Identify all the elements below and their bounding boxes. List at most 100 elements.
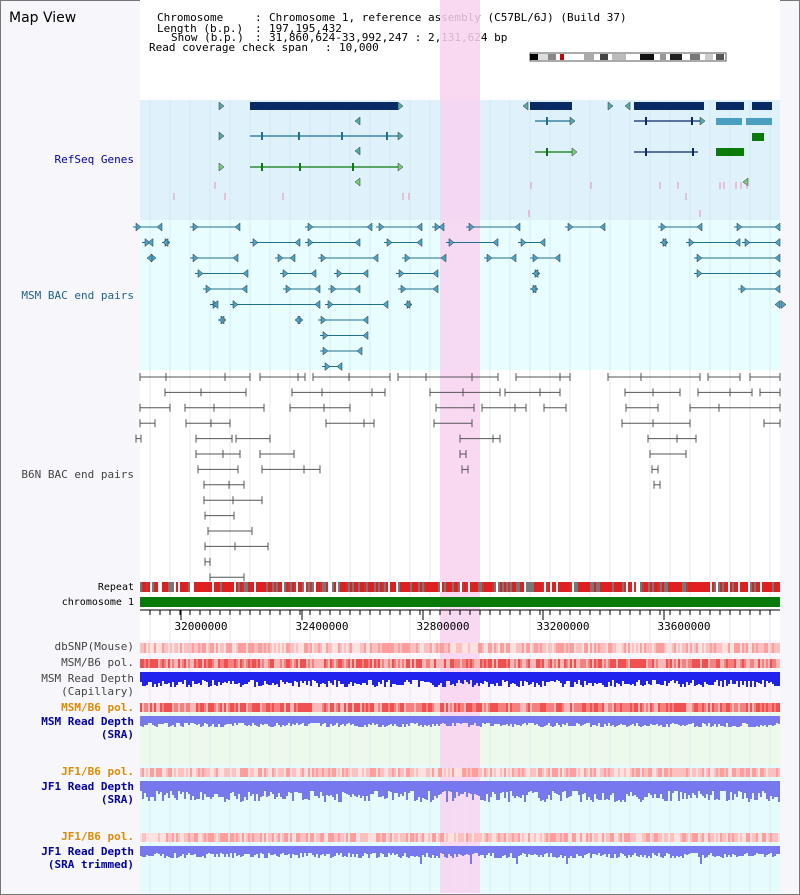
repeat-segment — [496, 582, 498, 592]
jf1-b6-pol-heat — [216, 768, 218, 777]
track-label-msm-bac: MSM BAC end pairs — [21, 289, 134, 302]
dbsnp-heat — [174, 643, 176, 653]
dbsnp-heat — [428, 643, 430, 653]
jf1-b6-pol-heat — [238, 768, 240, 777]
jf1-b6-pol-2-heat — [244, 833, 246, 842]
repeat-segment — [486, 582, 488, 592]
jf1-b6-pol-heat — [476, 768, 478, 777]
dbsnp-heat — [676, 643, 678, 653]
track-label-jf1-b6-pol-2: JF1/B6 pol. — [61, 830, 134, 843]
msm-b6-pol-heat — [552, 659, 554, 668]
msm-read-depth-sra-bar — [142, 716, 144, 727]
msm-b6-pol-sra-heat — [446, 703, 448, 712]
msm-b6-pol-sra-heat — [216, 703, 218, 712]
repeat-segment — [676, 582, 678, 592]
repeat-segment — [524, 582, 526, 592]
dbsnp-heat — [734, 643, 736, 653]
jf1-b6-pol-2-heat — [586, 833, 588, 842]
jf1-b6-pol-heat — [692, 768, 694, 777]
dbsnp-heat — [240, 643, 242, 653]
jf1-b6-pol-heat — [328, 768, 330, 777]
msm-b6-pol-heat — [666, 659, 668, 668]
jf1-read-depth-trimmed-bar — [698, 846, 700, 857]
msm-b6-pol-sra-heat — [576, 703, 578, 712]
bac-end-marker — [156, 222, 163, 232]
msm-read-depth-sra-bar — [222, 716, 224, 727]
msm-read-depth-sra-bar — [728, 716, 730, 727]
repeat-segment — [498, 582, 500, 592]
bac-end-marker — [532, 253, 539, 263]
jf1-read-depth-trimmed-bar — [492, 846, 494, 853]
msm-read-depth-sra-bar — [776, 716, 778, 723]
jf1-read-depth-sra-bar — [478, 781, 480, 796]
msm-read-depth-sra-bar — [640, 716, 642, 727]
jf1-b6-pol-heat — [682, 768, 684, 777]
msm-read-depth-capillary-bar — [348, 672, 350, 684]
msm-read-depth-capillary-bar — [400, 672, 402, 685]
jf1-read-depth-sra-bar — [250, 781, 252, 796]
msm-b6-pol-sra-heat — [310, 703, 312, 712]
msm-b6-pol-heat — [350, 659, 352, 668]
msm-b6-pol-heat — [432, 659, 434, 668]
jf1-b6-pol-2-heat — [486, 833, 488, 842]
jf1-b6-pol-2-heat — [712, 833, 714, 842]
jf1-b6-pol-heat — [300, 768, 302, 777]
msm-b6-pol-sra-heat — [158, 703, 160, 712]
jf1-read-depth-trimmed-bar — [174, 846, 176, 853]
msm-read-depth-sra-bar — [750, 716, 752, 727]
msm-read-depth-capillary-bar — [170, 672, 172, 687]
msm-b6-pol-sra-heat — [724, 703, 726, 712]
jf1-read-depth-trimmed-bar — [408, 846, 410, 858]
ideogram-band — [690, 54, 700, 60]
msm-read-depth-sra-bar — [330, 716, 332, 724]
repeat-segment — [398, 582, 400, 592]
msm-b6-pol-heat — [496, 659, 498, 668]
jf1-read-depth-trimmed-bar — [350, 846, 352, 857]
repeat-segment — [562, 582, 564, 592]
msm-b6-pol-sra-heat — [340, 703, 342, 712]
repeat-segment — [280, 582, 282, 592]
jf1-b6-pol-2-heat — [484, 833, 486, 842]
repeat-segment — [508, 582, 510, 592]
msm-read-depth-capillary-bar — [158, 672, 160, 683]
msm-read-depth-sra-bar — [410, 716, 412, 723]
msm-b6-pol-sra-heat — [372, 703, 374, 712]
jf1-b6-pol-heat — [510, 768, 512, 777]
jf1-read-depth-trimmed-bar — [716, 846, 718, 856]
dbsnp-heat — [294, 643, 296, 653]
jf1-b6-pol-2-heat — [332, 833, 334, 842]
repeat-segment — [196, 582, 198, 592]
msm-b6-pol-sra-heat — [532, 703, 534, 712]
repeat-segment — [362, 582, 364, 592]
msm-b6-pol-sra-heat — [190, 703, 192, 712]
repeat-segment — [406, 582, 408, 592]
msm-b6-pol-heat — [528, 659, 530, 668]
jf1-read-depth-trimmed-bar — [482, 846, 484, 855]
chromosome-key: Chromosome — [157, 11, 224, 24]
jf1-read-depth-sra-bar — [320, 781, 322, 792]
jf1-read-depth-trimmed-bar — [402, 846, 404, 856]
msm-read-depth-capillary-bar — [688, 672, 690, 685]
dbsnp-heat — [336, 643, 338, 653]
repeat-segment — [700, 582, 702, 592]
msm-read-depth-sra-bar — [586, 716, 588, 723]
msm-read-depth-capillary-bar — [278, 672, 280, 687]
dbsnp-heat — [306, 643, 308, 653]
dbsnp-heat — [186, 643, 188, 653]
msm-b6-pol-sra-heat — [392, 703, 394, 712]
repeat-segment — [180, 582, 182, 592]
msm-b6-pol-sra-heat — [572, 703, 574, 712]
repeat-segment — [226, 582, 228, 592]
msm-read-depth-capillary-bar — [312, 672, 314, 680]
dbsnp-heat — [720, 643, 722, 653]
dbsnp-heat — [426, 643, 428, 653]
msm-read-depth-capillary-bar — [492, 672, 494, 684]
gene-strand-arrow — [699, 116, 706, 126]
jf1-read-depth-trimmed-bar — [634, 846, 636, 853]
jf1-b6-pol-heat — [402, 768, 404, 777]
dbsnp-heat — [644, 643, 646, 653]
msm-b6-pol-sra-heat — [146, 703, 148, 712]
bac-end-marker — [218, 315, 225, 325]
bac-end-marker — [282, 268, 289, 279]
